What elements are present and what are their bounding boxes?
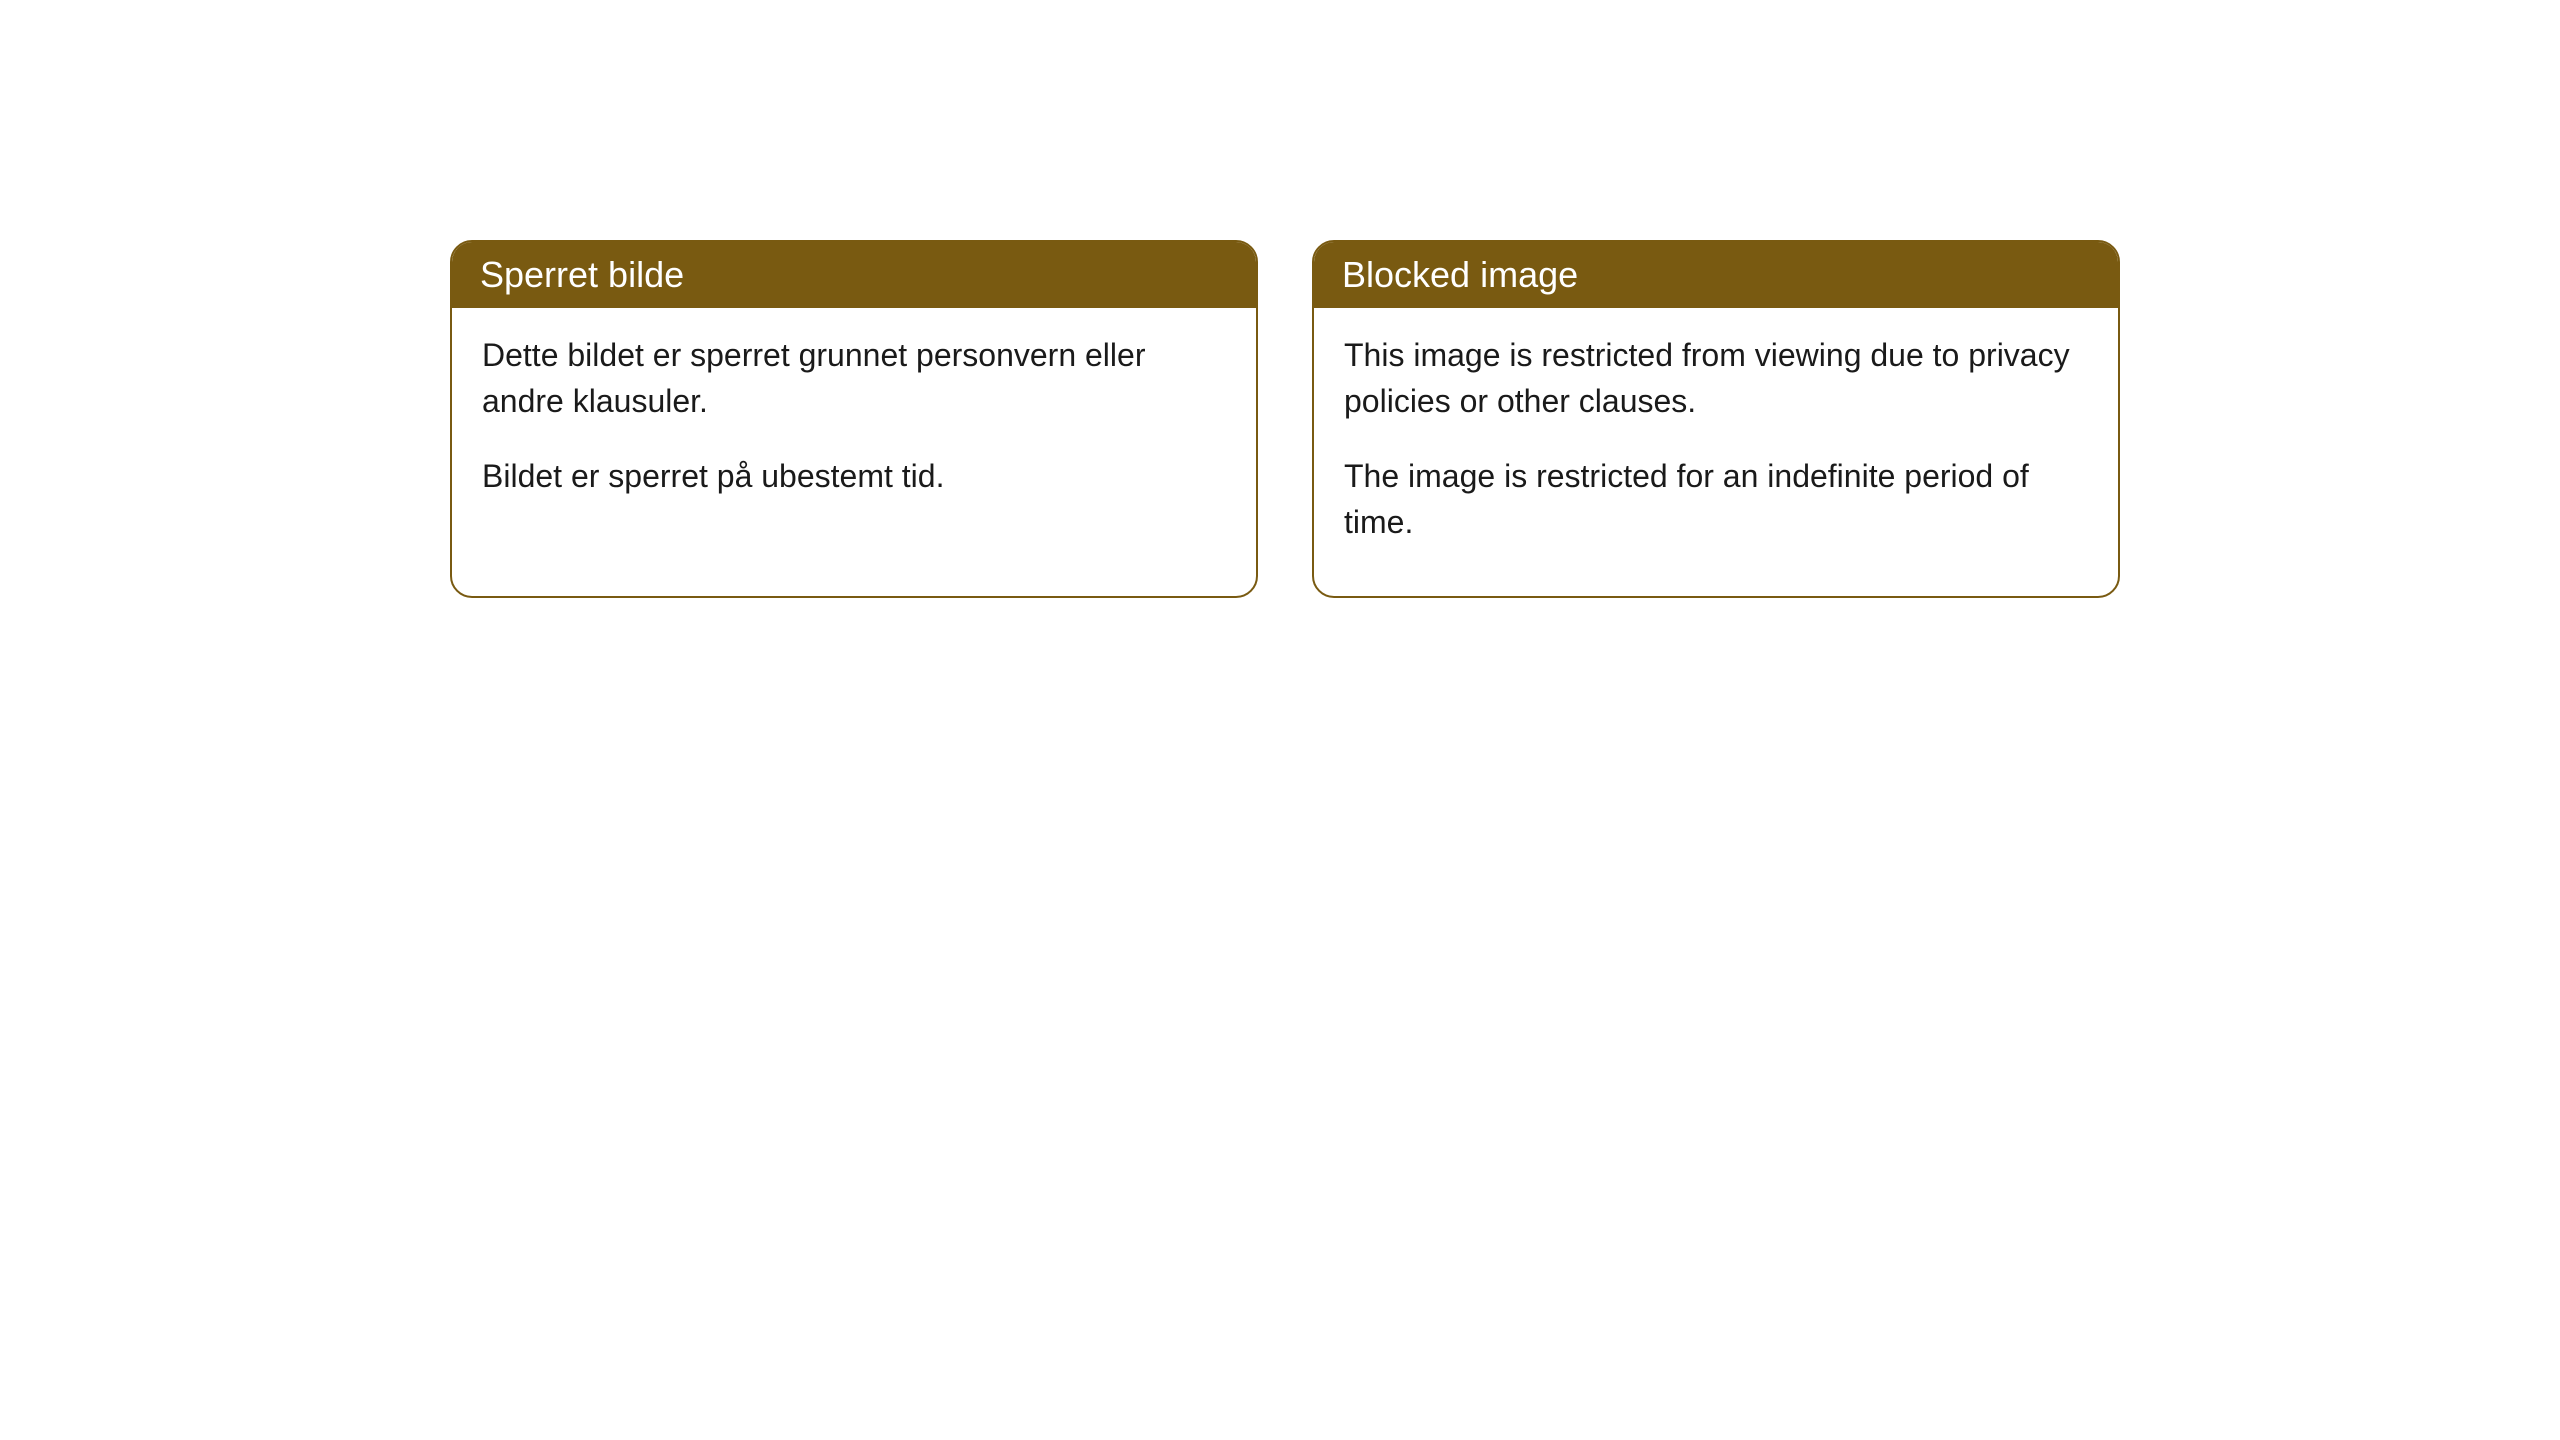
card-title: Sperret bilde bbox=[480, 254, 684, 295]
card-header: Sperret bilde bbox=[452, 242, 1256, 308]
card-body: Dette bildet er sperret grunnet personve… bbox=[452, 308, 1256, 549]
cards-container: Sperret bilde Dette bildet er sperret gr… bbox=[0, 0, 2560, 598]
card-paragraph: This image is restricted from viewing du… bbox=[1344, 332, 2088, 425]
card-header: Blocked image bbox=[1314, 242, 2118, 308]
card-paragraph: Dette bildet er sperret grunnet personve… bbox=[482, 332, 1226, 425]
blocked-image-card-english: Blocked image This image is restricted f… bbox=[1312, 240, 2120, 598]
card-title: Blocked image bbox=[1342, 254, 1578, 295]
card-body: This image is restricted from viewing du… bbox=[1314, 308, 2118, 596]
card-paragraph: The image is restricted for an indefinit… bbox=[1344, 453, 2088, 546]
blocked-image-card-norwegian: Sperret bilde Dette bildet er sperret gr… bbox=[450, 240, 1258, 598]
card-paragraph: Bildet er sperret på ubestemt tid. bbox=[482, 453, 1226, 499]
